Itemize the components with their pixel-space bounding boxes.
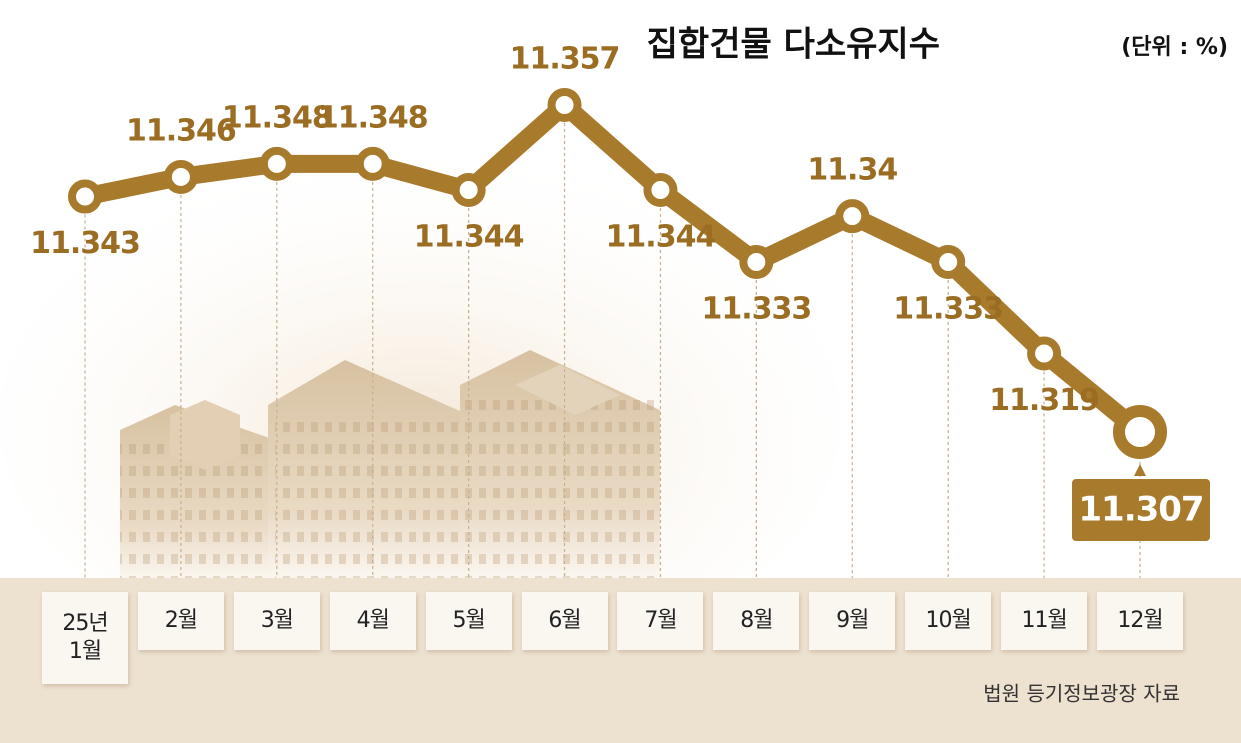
value-label: 11.333	[701, 291, 811, 326]
value-label: 11.344	[414, 220, 524, 255]
value-label: 11.346	[126, 113, 236, 148]
point	[739, 244, 774, 279]
point	[355, 146, 390, 181]
value-label-box	[1072, 479, 1210, 541]
x-tick-label: 5월	[425, 592, 512, 650]
point	[1113, 405, 1167, 459]
x-tick-label: 6월	[521, 592, 608, 650]
source: 법원 등기정보광장 자료	[983, 682, 1180, 706]
value-label: 11.319	[989, 383, 1099, 418]
point	[259, 146, 294, 181]
x-tick-label: 8월	[713, 592, 800, 650]
value-label: 11.333	[893, 291, 1003, 326]
point	[1027, 336, 1062, 371]
x-tick-label: 10월	[905, 592, 992, 650]
point	[547, 88, 582, 122]
x-tick-label: 9월	[809, 592, 896, 650]
point	[163, 159, 198, 194]
chart-title: 집합건물 다소유지수	[647, 25, 940, 65]
point	[835, 199, 870, 234]
value-label: 11.307	[1078, 490, 1203, 530]
buildings	[120, 350, 660, 580]
point	[68, 179, 102, 214]
x-tick-label: 7월	[617, 592, 704, 650]
value-label: 11.344	[606, 220, 716, 255]
point	[451, 173, 486, 208]
x-tick-label: 3월	[233, 592, 320, 650]
x-tick-label: 2월	[137, 592, 224, 650]
pointer	[1134, 464, 1146, 476]
value-label: 11.343	[30, 226, 140, 261]
x-tick-label: 12월	[1097, 592, 1183, 650]
value-label: 11.357	[510, 42, 620, 77]
value-label: 11.348	[222, 100, 332, 135]
x-tick-label: 4월	[329, 592, 416, 650]
value-label: 11.34	[807, 153, 897, 188]
value-label: 11.348	[318, 100, 428, 135]
point	[931, 244, 966, 279]
point	[643, 173, 678, 208]
x-tick-label: 25년 1월	[42, 592, 128, 684]
x-tick-label: 11월	[1001, 592, 1088, 650]
chart-subtitle: (단위 : %)	[1121, 35, 1228, 60]
